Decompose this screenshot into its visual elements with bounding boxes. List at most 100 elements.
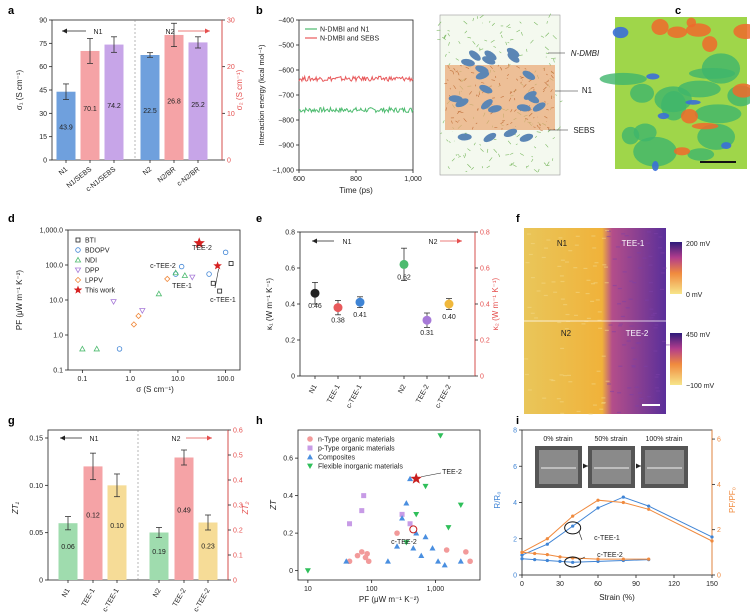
data-point-n-type <box>467 558 473 565</box>
kpfm-texture <box>601 355 606 357</box>
xtick-label: N2/BR <box>157 166 178 184</box>
data-point-bdopv <box>206 271 212 277</box>
xtick-label: 90 <box>632 581 640 588</box>
kpfm-texture <box>665 344 670 346</box>
colorbar-top-max: 200 mV <box>686 241 710 248</box>
kpfm-texture <box>652 312 657 314</box>
panel-h: 10 100 1,000 0 0.2 0.4 0.6 PF (μW m⁻¹ K⁻²) ZT n-T… <box>269 429 481 604</box>
green-domain <box>599 72 647 85</box>
xtick-label: 30 <box>556 581 564 588</box>
orange-domain <box>733 23 750 40</box>
kpfm-texture <box>574 244 579 246</box>
n1-chain <box>499 66 502 70</box>
green-domain <box>621 126 640 145</box>
legend-label-5: This work <box>85 288 115 295</box>
annotation-ctee2: c-TEE-2 <box>391 539 417 546</box>
data-point-ndi <box>93 345 101 352</box>
kpfm-texture <box>558 237 563 239</box>
ytick-label: −400 <box>278 18 294 25</box>
data-point-flexible <box>437 433 444 439</box>
ytick-label-right: 0.8 <box>480 230 490 237</box>
kpfm-texture <box>612 284 617 287</box>
n1-chain <box>539 129 543 132</box>
ytick-label-left: 0 <box>513 573 517 580</box>
data-point-lppv <box>164 275 171 283</box>
n1-chain <box>513 88 517 93</box>
data-label: 25.2 <box>191 102 205 109</box>
sebs-chain <box>473 142 476 146</box>
kpfm-texture <box>630 332 635 334</box>
kpfm-texture <box>525 262 530 264</box>
kpfm-texture <box>654 387 659 389</box>
orange-domain <box>651 19 669 36</box>
colorbar-bottom-max: 450 mV <box>686 332 710 339</box>
kpfm-texture <box>564 327 569 330</box>
data-point-composites <box>429 545 436 551</box>
series-point-0 <box>545 542 549 546</box>
data-point-p-type <box>399 511 405 517</box>
kpfm-texture <box>655 373 660 376</box>
data-point <box>310 288 320 298</box>
arrow-label-n2: N2 <box>172 436 181 443</box>
kpfm-texture <box>629 280 634 282</box>
xtick-label: N2 <box>397 384 407 395</box>
ytick-label: 10.0 <box>49 298 63 305</box>
data-point-ndi <box>172 269 179 276</box>
n1-chain <box>533 117 535 119</box>
sebs-chain <box>451 158 455 162</box>
orange-domain <box>680 109 698 124</box>
kpfm-texture <box>627 256 632 258</box>
data-label: 0.06 <box>61 544 75 551</box>
sebs-chain <box>479 144 482 146</box>
ytick-label-left: 15 <box>39 134 47 141</box>
kpfm-texture <box>534 317 539 319</box>
n1-chain <box>475 122 478 125</box>
ndmbi-molecule <box>503 128 518 138</box>
kpfm-texture <box>649 308 654 310</box>
kpfm-texture <box>605 380 610 382</box>
kpfm-texture <box>568 250 573 252</box>
ytick-label-left: 30 <box>39 111 47 118</box>
sebs-chain <box>531 156 533 158</box>
data-point-n-type <box>358 549 365 555</box>
sebs-chain <box>506 24 511 28</box>
ytick-label-left: 0.6 <box>285 266 295 273</box>
series-line-0 <box>521 496 713 556</box>
annotation-n1: N1 <box>582 86 593 95</box>
kpfm-texture <box>628 298 633 300</box>
n1-chain <box>458 120 460 122</box>
panel-letter-i: i <box>516 415 519 427</box>
ytick-label-right: 0.4 <box>233 478 243 485</box>
blue-domain <box>657 112 670 120</box>
legend-label-3: Flexible inorganic materials <box>318 464 403 471</box>
n1-chain <box>546 108 549 111</box>
sebs-chain <box>486 165 491 169</box>
bar <box>149 532 169 580</box>
sebs-chain <box>553 58 555 63</box>
kpfm-texture <box>660 272 665 274</box>
data-label: 26.8 <box>167 99 181 106</box>
legend-label-2: Composites <box>318 455 355 462</box>
xtick-label: N1 <box>61 587 72 598</box>
kpfm-texture <box>576 410 581 413</box>
ytick-label-right: 0 <box>480 374 484 381</box>
series-point-1 <box>596 498 600 502</box>
series-point-3 <box>621 557 625 561</box>
ndmbi-molecule <box>507 52 520 63</box>
ytick-label: 0.6 <box>283 456 293 463</box>
data-label: 0.38 <box>331 318 345 325</box>
kpfm-texture <box>542 397 547 399</box>
map-label-n2: N2 <box>561 329 572 338</box>
ytick-label-right: 0.6 <box>233 428 243 435</box>
kpfm-texture <box>530 312 535 314</box>
photo-clamp-1 <box>592 450 631 484</box>
kpfm-texture <box>654 324 659 326</box>
data-label: 0.31 <box>420 330 434 337</box>
highlight-ctee2 <box>564 556 582 568</box>
y-axis-label-left: ZT₁ <box>11 501 20 515</box>
ytick-label: 0.1 <box>53 368 63 375</box>
annotation-line-ctee2 <box>578 556 586 561</box>
n1-chain <box>500 121 504 125</box>
y-axis-label-right: ZT₂ <box>241 502 250 516</box>
